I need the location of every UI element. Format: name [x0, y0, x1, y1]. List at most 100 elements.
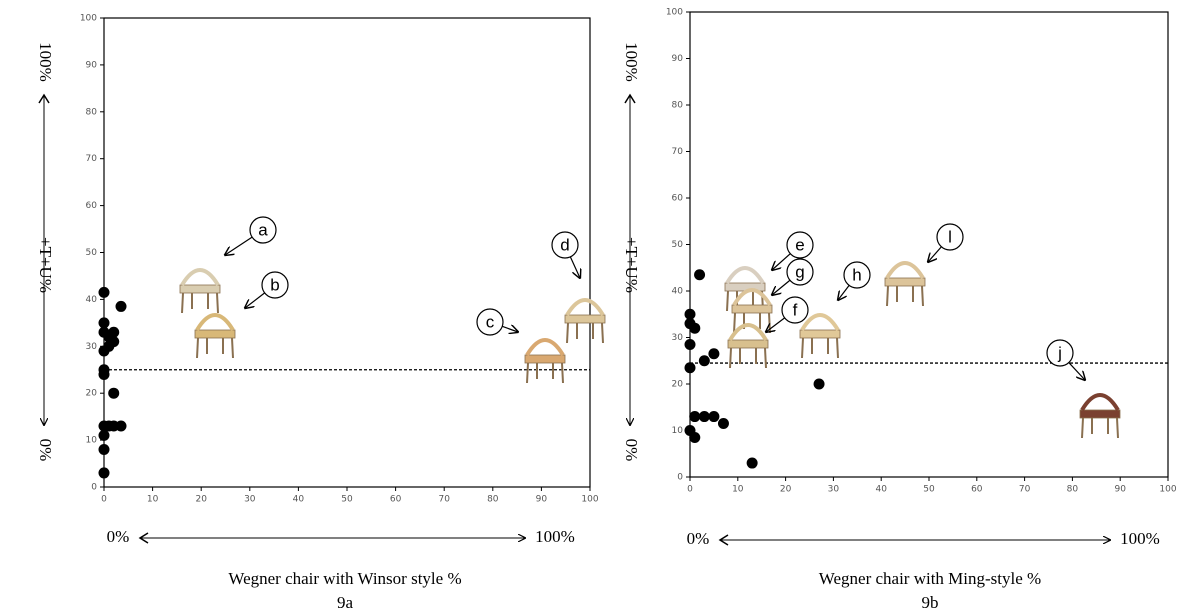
- annotation-circle: [786, 258, 814, 286]
- scatter-point: [108, 387, 120, 399]
- scatter-point: [689, 322, 701, 334]
- annotation-arrow: [772, 279, 791, 295]
- chair-legs: [1081, 417, 1119, 439]
- chair-seat: [1079, 409, 1121, 419]
- y-tick-label: 70: [672, 147, 684, 157]
- scatter-point: [717, 418, 729, 430]
- y-tick-label: 50: [86, 248, 98, 258]
- chair-seat: [194, 329, 236, 339]
- y-tick-label: 30: [86, 342, 98, 352]
- y-arrow-label: 0%: [622, 439, 641, 462]
- y-tick-label: 10: [86, 436, 98, 446]
- y-tick-label: 60: [672, 194, 684, 204]
- panel: 0 10 20 30 40 50 60 70 80 90 100 0 10 20 30 40 50 60 70 80 9…: [36, 14, 606, 612]
- chair-seat: [727, 339, 769, 349]
- scatter-point: [98, 317, 110, 329]
- chair-legs: [729, 347, 767, 369]
- chair-image: [727, 323, 769, 369]
- chair-seat: [799, 329, 841, 339]
- y-tick-label: 90: [672, 54, 684, 64]
- annotation-circle: [1046, 339, 1074, 367]
- x-tick-label: 40: [875, 485, 887, 495]
- y-arrow-label: 100%: [622, 42, 641, 82]
- chair-legs: [181, 292, 219, 314]
- scatter-point: [98, 368, 110, 380]
- chair-legs: [801, 337, 839, 359]
- chair-image: [179, 268, 221, 314]
- scatter-point: [98, 429, 110, 441]
- scatter-point: [98, 467, 110, 479]
- chair-image: [194, 313, 236, 359]
- x-arrow-label: 0%: [687, 529, 710, 548]
- chair-image: [884, 261, 926, 307]
- x-arrow-label: 100%: [1120, 529, 1160, 548]
- chair-back: [565, 298, 605, 317]
- chair-legs: [196, 337, 234, 359]
- x-tick-label: 0: [101, 495, 107, 505]
- scatter-point: [115, 300, 127, 312]
- x-arrow-left-head: [138, 532, 149, 544]
- annotation-label: c: [486, 312, 495, 331]
- y-tick-label: 40: [672, 287, 684, 297]
- x-arrow-label: 100%: [535, 527, 575, 546]
- annotation-label: g: [795, 262, 804, 281]
- annotation-label: j: [1057, 343, 1062, 362]
- chair-seat: [884, 277, 926, 287]
- x-tick-label: 90: [1114, 485, 1126, 495]
- annotation-label: d: [560, 235, 569, 254]
- chair-seat: [524, 354, 566, 364]
- annotation-circle: [936, 223, 964, 251]
- plot-frame: [689, 11, 1169, 478]
- y-arrow-label: 100%: [36, 42, 55, 82]
- annotation-arrow: [766, 317, 786, 332]
- scatter-point: [689, 411, 701, 423]
- y-tick-label: 40: [86, 295, 98, 305]
- x-tick-label: 60: [971, 485, 983, 495]
- chair-back: [1080, 393, 1120, 412]
- y-tick-label: 50: [672, 240, 684, 250]
- y-tick-label: 0: [91, 483, 97, 493]
- y-tick-label: 0: [677, 473, 683, 483]
- x-tick-label: 10: [732, 485, 744, 495]
- annotation-arrow: [838, 284, 850, 300]
- annotation-label: f: [793, 300, 798, 319]
- annotation-circle: [786, 231, 814, 259]
- annotation-arrow: [1068, 362, 1085, 380]
- annotation-label: b: [270, 275, 279, 294]
- scatter-point: [689, 431, 701, 443]
- x-tick-label: 20: [780, 485, 792, 495]
- y-tick-label: 100: [666, 8, 683, 18]
- x-tick-label: 50: [923, 485, 935, 495]
- annotation-arrow: [225, 236, 253, 255]
- y-tick-label: 10: [672, 426, 684, 436]
- chair-legs: [886, 285, 924, 307]
- y-tick-label: 30: [672, 333, 684, 343]
- annotation-arrow: [772, 253, 791, 270]
- chair-back: [725, 266, 765, 285]
- x-tick-label: 30: [828, 485, 840, 495]
- scatter-point: [108, 326, 120, 338]
- y-tick-label: 80: [672, 101, 684, 111]
- annotation-circle: [843, 261, 871, 289]
- y-axis-title: +T+U%: [36, 237, 55, 293]
- x-tick-label: 30: [244, 495, 256, 505]
- x-tick-label: 80: [487, 495, 499, 505]
- annotation-arrow: [502, 326, 518, 332]
- panel: 0 10 20 30 40 50 60 70 80 90 100 0 10 20 30 40 50 60 70 80 9…: [622, 8, 1177, 612]
- chair-back: [728, 323, 768, 342]
- plot-frame: [103, 17, 591, 488]
- x-tick-label: 40: [293, 495, 305, 505]
- scatter-point: [98, 286, 110, 298]
- chair-legs: [566, 322, 604, 344]
- x-tick-label: 0: [687, 485, 693, 495]
- y-arrow-label: 0%: [36, 439, 55, 462]
- chair-back: [800, 313, 840, 332]
- chair-seat: [731, 304, 773, 314]
- caption: 9a: [337, 593, 354, 612]
- x-axis-title: Wegner chair with Winsor style %: [228, 569, 461, 588]
- scatter-point: [98, 443, 110, 455]
- x-tick-label: 80: [1067, 485, 1079, 495]
- scatter-point: [684, 338, 696, 350]
- annotation-circle: [781, 296, 809, 324]
- chair-image: [799, 313, 841, 359]
